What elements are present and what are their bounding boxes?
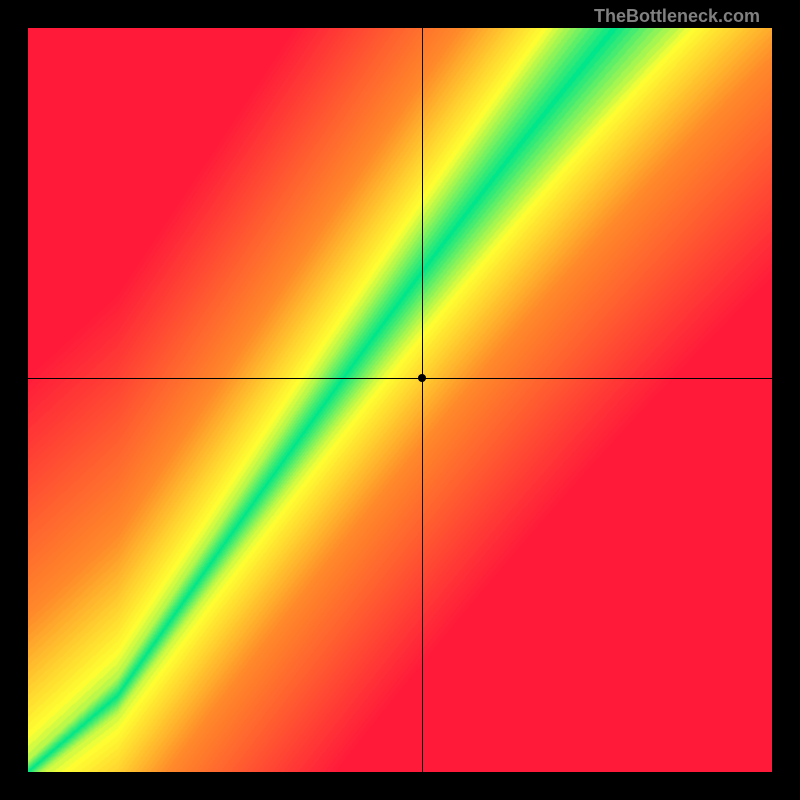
- crosshair-vertical: [422, 28, 423, 772]
- watermark-text: TheBottleneck.com: [594, 6, 760, 27]
- heatmap-chart: [28, 28, 772, 772]
- heatmap-canvas: [28, 28, 772, 772]
- crosshair-horizontal: [28, 378, 772, 379]
- crosshair-marker-dot: [418, 374, 426, 382]
